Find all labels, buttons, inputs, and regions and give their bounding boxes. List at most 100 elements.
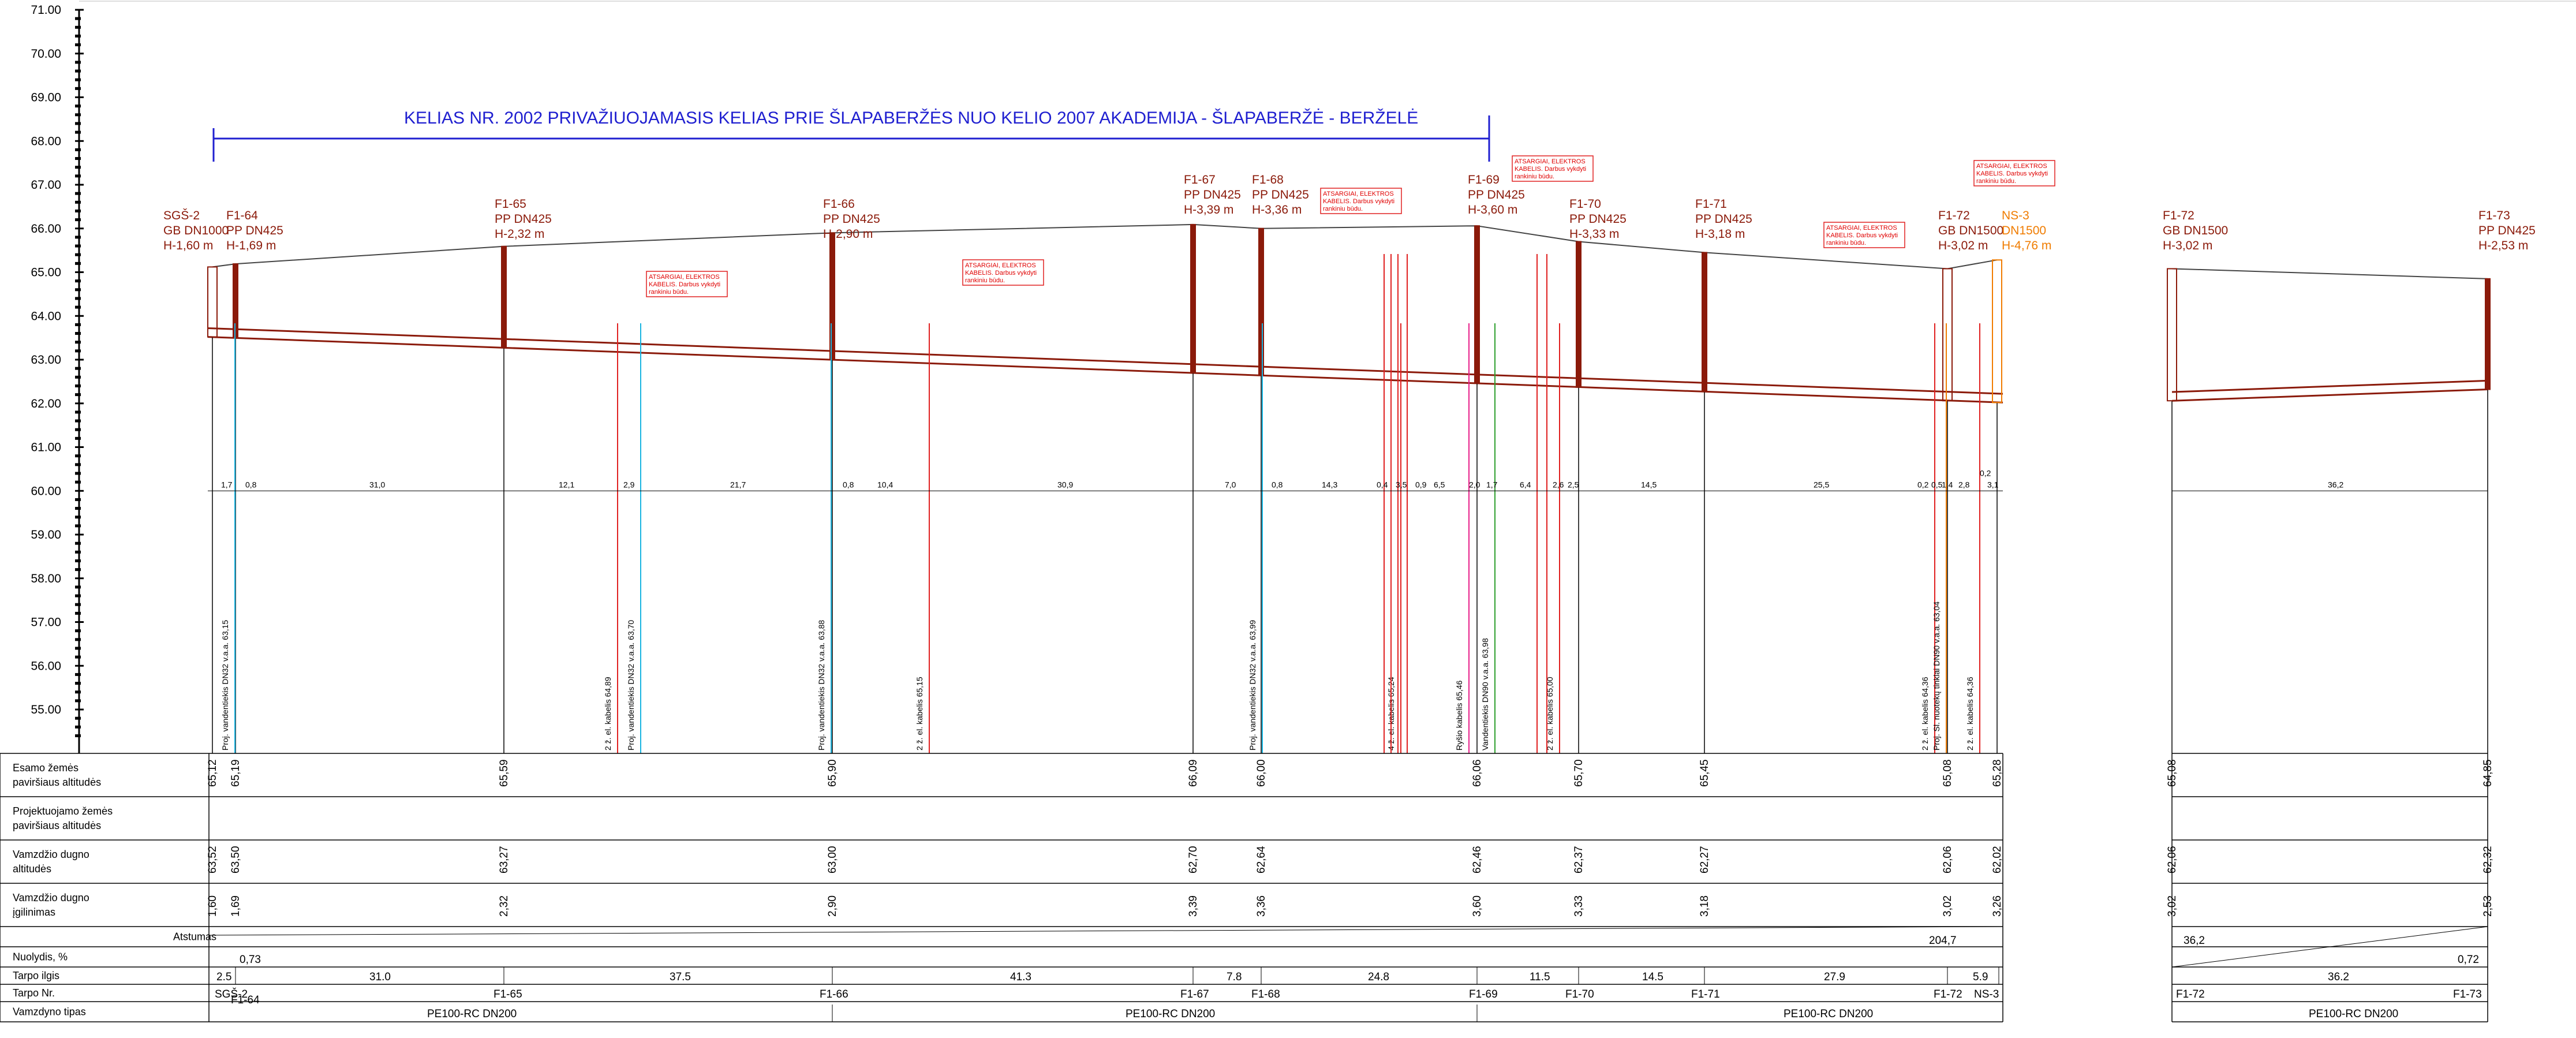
manhole-shaft [1942,268,1953,402]
manhole-label: PP DN425 [1468,188,1525,201]
segment-label: 1,4 [1942,480,1953,489]
scale-tick-label: 71.00 [31,3,61,17]
scale-tick-label: 65.00 [31,266,61,279]
warning-text: ATSARGIAI, ELEKTROS [1976,163,2047,170]
slope-line [208,926,2003,936]
warning-box [962,259,1044,286]
utility-label: 2 ž. el. kabelis 65,15 [915,677,924,751]
warning-text: rankiniu būdu. [649,289,689,296]
invert_values-value: 63,00 [827,846,839,873]
row-label-invert: altitudės [13,863,51,875]
row-label-slope: Nuolydis, % [13,951,68,963]
span-name: NS-3 [1974,988,1999,1000]
profile-area: SGŠ-2 GB DN1000 H-1,60 m F1-64 PP DN425 H-1,6… [163,115,2536,753]
scale-tick-label: 56.00 [31,659,61,673]
warning-text: KABELIS. Darbus vykdyti [965,270,1037,277]
ground-line-right [2171,268,2488,279]
manhole-label: F1-72 [2163,209,2194,222]
segment-label: 0,8 [245,480,257,489]
depth_values-value: 2,90 [827,895,839,917]
ground_values-value: 65,12 [207,759,219,787]
manhole-label: PP DN425 [226,224,283,237]
depth_values-value: 3,02 [2166,895,2178,917]
manhole-shaft [2167,268,2177,402]
span-name: SGŠ-2 [215,988,248,1000]
warning-text: rankiniu būdu. [1826,240,1866,247]
manhole-label: F1-69 [1468,173,1500,186]
warning-text: rankiniu būdu. [1515,173,1554,180]
warning-text: rankiniu būdu. [965,277,1005,284]
warning-text: ATSARGIAI, ELEKTROS [1515,158,1586,165]
manhole-shaft [1190,223,1196,374]
manhole-label: H-1,60 m [163,239,213,252]
manhole-label: F1-67 [1184,173,1216,186]
scale-tick-label: 59.00 [31,528,61,542]
segment-label: 7,0 [1225,480,1236,489]
warning-box [1512,155,1594,182]
utility-label: 2 ž. el. kabelis 64,36 [1920,677,1930,751]
manhole-label: PP DN425 [823,212,880,226]
distance-total: 204,7 [1929,935,1957,947]
row-label-invert: Vamzdžio dugno [13,849,89,860]
invert_values-value: 62,06 [2166,846,2178,873]
manhole-label: H-3,18 m [1695,227,1745,241]
ground_values-value: 65,45 [1699,759,1711,787]
span-name: F1-71 [1691,988,1720,1000]
pipe-bottom [207,336,2003,404]
span-length: 36.2 [2328,971,2349,983]
warning-text: rankiniu būdu. [1976,178,2016,185]
depth_values-value: 3,18 [1699,895,1711,917]
depth_values-value: 3,60 [1471,895,1483,917]
segment-label: 0,5 [1931,480,1943,489]
manhole-label: F1-73 [2478,209,2510,222]
ground_values-value: 65,28 [1991,759,2003,787]
utility-label: Proj. vandentiekis DN32 v.a.a. 63,88 [817,620,826,751]
drawing-title: KELIAS NR. 2002 PRIVAŽIUOJAMASIS KELIAS … [404,108,1418,128]
slope-right: 0,72 [2458,954,2479,966]
span-name: F1-69 [1469,988,1498,1000]
utility-label: Proj. vandentiekis DN32 v.a.a. 63,15 [220,620,230,751]
span-length: 31.0 [369,971,391,983]
segment-label: 2,8 [1958,480,1970,489]
scale-tick-label: 61.00 [31,441,61,454]
manhole-label: H-3,33 m [1569,227,1619,241]
data-table: Esamo žemės paviršiaus altitudės Projektuo… [0,753,2494,1022]
warning-text: KABELIS. Darbus vykdyti [1976,170,2048,177]
segment-label: 31,0 [369,480,385,489]
scale-tick-label: 69.00 [31,91,61,104]
row-label-span: Tarpo ilgis [13,970,59,981]
manhole-label: GB DN1000 [163,224,229,237]
manhole-label: H-4,76 m [2002,239,2051,252]
segment-label: 2,9 [623,480,635,489]
warning-text: ATSARGIAI, ELEKTROS [1323,191,1394,197]
warning-text: rankiniu būdu. [1323,206,1363,212]
invert_values-value: 63,52 [207,846,219,873]
invert_values-value: 62,46 [1471,846,1483,873]
utility-label: Proj. vandentiekis DN32 v.a.a. 63,70 [626,620,635,751]
manhole-shaft [501,245,507,349]
row-label-ground: Esamo žemės [13,762,78,774]
manhole-label: F1-65 [495,197,526,211]
row-label-depth: Vamzdžio dugno [13,892,89,903]
warning-text: KABELIS. Darbus vykdyti [649,281,720,288]
warning-box [646,271,728,297]
invert_values-value: 62,32 [2482,846,2494,873]
row-label-ground: paviršiaus altitudės [13,776,101,788]
manhole-label: PP DN425 [1184,188,1241,201]
manhole-shaft [1702,252,1707,393]
elevation-scale: 71.00 70.00 69.00 68.00 67.00 66.00 65.00 64.00… [31,1,2576,753]
warning-box [1320,188,1402,214]
manhole-shaft [1576,241,1582,388]
ground_values-value: 66,09 [1187,759,1199,787]
ground_values-value: 65,08 [1942,759,1954,787]
ground_values-value: 64,85 [2482,759,2494,787]
pipe-top [207,327,2003,395]
pipe-top-right [2171,379,2488,393]
row-label-projected: paviršiaus altitudės [13,820,101,831]
segment-label: 2,6 [1553,480,1564,489]
manhole-shaft [1474,225,1480,384]
segment-label: 30,9 [1057,480,1073,489]
segment-label: 21,7 [730,480,746,489]
invert_values-value: 63,27 [498,846,510,873]
ground_values-value: 65,08 [2166,759,2178,787]
